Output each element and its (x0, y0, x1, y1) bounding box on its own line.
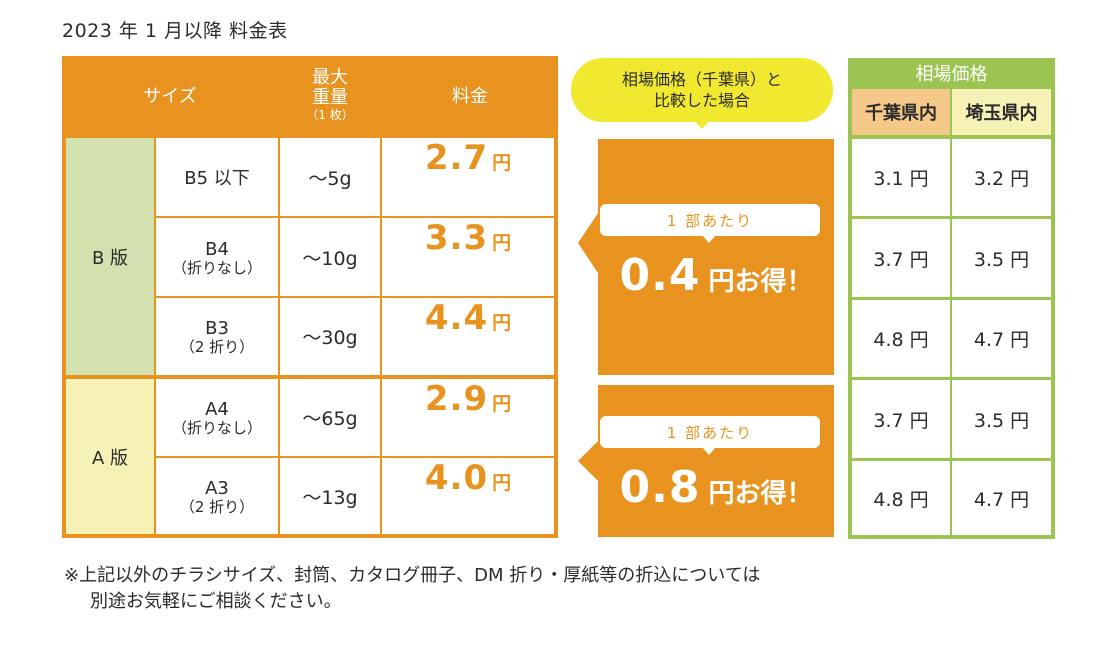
savings-a-pill-tail (702, 447, 716, 455)
market-row-3-saitama: 4.7 円 (952, 300, 1051, 377)
row-2-price: 3.3 円 (382, 218, 554, 296)
group-b-label: B 版 (66, 138, 154, 375)
savings-arrow-b (578, 139, 834, 375)
market-price-table: 相場価格 千葉県内 埼玉県内 3.1 円 3.2 円 3.7 円 3.5 円 4… (848, 58, 1055, 539)
savings-b-suffix: 円お得！ (708, 267, 813, 297)
group-a-label: A 版 (66, 379, 154, 534)
row-4-size: A4 （折りなし） (156, 379, 278, 456)
market-row-5-saitama: 4.7 円 (952, 461, 1051, 535)
row-5-price-value: 4.0 (424, 458, 489, 498)
row-5-price-unit: 円 (492, 472, 512, 494)
row-3-price-value: 4.4 (424, 298, 489, 338)
row-1-price-value: 2.7 (424, 138, 489, 178)
footnote: ※上記以外のチラシサイズ、封筒、カタログ冊子、DM 折り・厚紙等の折込については… (64, 563, 760, 615)
savings-a-per-label: 1 部あたり (600, 416, 820, 448)
row-2-weight: ～10g (280, 218, 380, 296)
row-2-size-label: B4 (205, 238, 229, 260)
row-2-price-unit: 円 (492, 232, 512, 254)
savings-a-amount: 0.8 (619, 462, 701, 513)
row-5-size-label: A3 (205, 477, 229, 499)
row-1-price-unit: 円 (492, 152, 512, 174)
market-row-1-saitama: 3.2 円 (952, 139, 1051, 216)
footnote-line-2: 別途お気軽にご相談ください。 (90, 591, 342, 612)
market-row-4-saitama: 3.5 円 (952, 380, 1051, 458)
savings-b-pill-tail (702, 235, 716, 243)
row-4-price-value: 2.9 (424, 379, 489, 419)
market-row-5-chiba: 4.8 円 (852, 461, 950, 535)
row-2-size-note: （折りなし） (171, 258, 262, 277)
row-3-size: B3 （2 折り） (156, 298, 278, 375)
market-title: 相場価格 (915, 64, 988, 85)
row-4-size-note: （折りなし） (171, 419, 262, 437)
comparison-bubble-line-2: 比較した場合 (653, 91, 750, 110)
savings-a-suffix: 円お得！ (708, 479, 813, 509)
savings-b-text: 0.4 円お得！ (598, 250, 834, 306)
market-header-chiba: 千葉県内 (852, 89, 950, 135)
row-3-size-label: B3 (205, 318, 229, 339)
row-5-size: A3 （2 折り） (156, 458, 278, 534)
price-table: サイズ 最大 重量 （1 枚） 料金 B 版 A 版 B5 以下 ～5g 2.7… (62, 56, 558, 538)
row-2-price-value: 3.3 (424, 218, 489, 258)
row-3-weight: ～30g (280, 298, 380, 375)
row-5-size-note: （2 折り） (179, 497, 255, 516)
header-size: サイズ (143, 86, 197, 107)
header-max-weight-label: 最大 重量 (312, 67, 348, 108)
savings-b-amount: 0.4 (619, 250, 701, 301)
row-1-size-label: B5 以下 (184, 168, 250, 189)
page-title: 2023 年 1 月以降 料金表 (62, 20, 288, 42)
row-4-weight: ～65g (280, 379, 380, 456)
savings-b-per-label: 1 部あたり (600, 204, 820, 236)
market-row-2-saitama: 3.5 円 (952, 219, 1051, 297)
market-row-2-chiba: 3.7 円 (852, 219, 950, 297)
row-1-size: B5 以下 (156, 138, 278, 216)
row-1-price: 2.7 円 (382, 138, 554, 216)
header-max-weight: 最大 重量 （1 枚） (280, 56, 380, 134)
comparison-bubble (571, 58, 833, 122)
comparison-bubble-tail (692, 118, 712, 129)
row-5-weight: ～13g (280, 458, 380, 534)
row-3-price-unit: 円 (492, 312, 512, 334)
row-4-price-unit: 円 (492, 393, 512, 415)
savings-a-text: 0.8 円お得！ (598, 462, 834, 518)
row-5-price: 4.0 円 (382, 458, 554, 534)
comparison-bubble-text: 相場価格（千葉県）と 比較した場合 (571, 58, 833, 122)
row-4-size-label: A4 (205, 399, 229, 420)
row-2-size: B4 （折りなし） (156, 218, 278, 296)
header-price: 料金 (452, 86, 488, 107)
row-3-size-note: （2 折り） (179, 338, 255, 356)
row-1-weight: ～5g (280, 138, 380, 216)
market-header-saitama: 埼玉県内 (952, 89, 1051, 135)
market-row-1-chiba: 3.1 円 (852, 139, 950, 216)
footnote-line-1: ※上記以外のチラシサイズ、封筒、カタログ冊子、DM 折り・厚紙等の折込については (64, 565, 761, 586)
comparison-bubble-line-1: 相場価格（千葉県）と (621, 70, 782, 89)
header-max-weight-note: （1 枚） (306, 108, 354, 122)
market-row-3-chiba: 4.8 円 (852, 300, 950, 377)
row-3-price: 4.4 円 (382, 298, 554, 375)
market-row-4-chiba: 3.7 円 (852, 380, 950, 458)
row-4-price: 2.9 円 (382, 379, 554, 456)
